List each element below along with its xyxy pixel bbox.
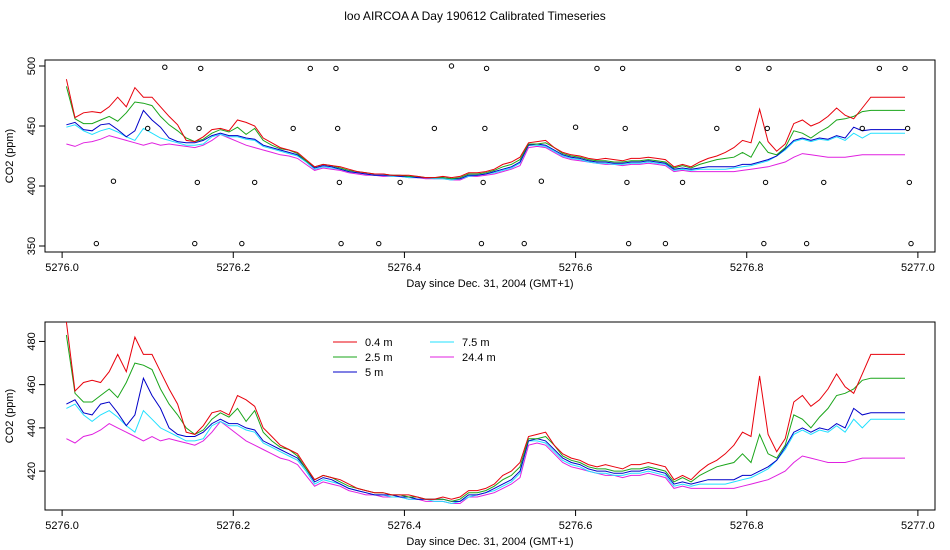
calibration-marker <box>93 240 100 247</box>
calibration-marker <box>762 179 769 186</box>
plot-frame <box>44 321 936 511</box>
y-tick-label: 420 <box>26 462 38 480</box>
calibration-marker <box>902 65 908 72</box>
series-line-5m <box>66 376 905 502</box>
calibration-marker <box>144 125 151 132</box>
y-tick-label: 450 <box>26 117 38 135</box>
calibration-marker <box>821 179 827 186</box>
calibration-marker <box>307 65 313 72</box>
series-line-25m <box>65 334 905 502</box>
calibration-marker <box>764 125 770 132</box>
calibration-marker <box>906 179 913 186</box>
calibration-marker <box>239 240 245 247</box>
series-line-25m <box>65 86 905 180</box>
calibration-marker <box>538 178 545 184</box>
x-tick-label: 5276.6 <box>559 520 593 532</box>
calibration-marker <box>290 125 296 132</box>
chart-panel-bottom: 5276.0 5276.2 5276.4 5276.6 5276.8 5277.0 420 4… <box>4 321 936 548</box>
y-tick-label: 460 <box>26 375 38 393</box>
x-tick-label: 5276.0 <box>45 520 79 532</box>
legend-label: 5 m <box>365 367 383 379</box>
plot-area <box>65 79 905 181</box>
calibration-marker <box>625 240 632 247</box>
calibration-marker <box>482 125 488 132</box>
plot-frame <box>44 59 936 253</box>
legend-label: 7.5 m <box>462 337 490 349</box>
calibration-marker <box>714 125 720 132</box>
y-tick-label: 500 <box>26 57 38 75</box>
calibration-marker <box>594 65 600 72</box>
calibration-marker <box>859 125 865 132</box>
series-line-244m <box>66 133 905 181</box>
calibration-marker <box>803 240 810 247</box>
calibration-marker <box>521 240 527 247</box>
calibration-marker <box>251 179 258 186</box>
chart-panel-top: 5276.0 5276.2 5276.4 5276.6 5276.8 5277.0 350 4… <box>4 57 936 290</box>
x-tick-label: 5276.8 <box>730 520 764 532</box>
calibration-marker <box>431 125 438 132</box>
y-tick-label: 480 <box>26 332 38 350</box>
calibration-marker <box>619 65 626 72</box>
x-tick-label: 5276.4 <box>388 262 422 274</box>
x-tick-label: 5276.0 <box>45 262 79 274</box>
series-line-244m <box>66 420 905 504</box>
x-tick-label: 5276.4 <box>388 520 422 532</box>
calibration-marker <box>483 65 490 72</box>
calibration-marker <box>397 179 403 186</box>
calibration-marker <box>334 125 341 132</box>
x-tick-label: 5276.6 <box>559 262 593 274</box>
x-axis-label: Day since Dec. 31, 2004 (GMT+1) <box>406 536 573 548</box>
calibration-marker <box>110 178 117 184</box>
calibration-marker <box>662 240 669 247</box>
y-axis-label: CO2 (ppm) <box>4 129 16 183</box>
calibration-marker <box>735 65 741 72</box>
calibration-marker <box>448 63 455 69</box>
calibration-marker <box>908 240 914 247</box>
calibration-marker <box>761 240 767 247</box>
calibration-marker <box>162 64 168 70</box>
x-axis-label: Day since Dec. 31, 2004 (GMT+1) <box>406 278 573 290</box>
y-axis-label: CO2 (ppm) <box>4 389 16 443</box>
x-tick-label: 5276.8 <box>730 262 764 274</box>
figure-title: loo AIRCOA A Day 190612 Calibrated Times… <box>344 9 606 23</box>
calibration-marker <box>876 65 883 72</box>
calibration-marker <box>196 125 202 132</box>
x-tick-label: 5277.0 <box>901 262 935 274</box>
series-line-5m <box>66 109 905 180</box>
x-tick-label: 5276.2 <box>216 262 250 274</box>
calibration-marker <box>333 65 339 72</box>
legend-label: 24.4 m <box>462 352 496 364</box>
calibration-marker <box>766 65 772 72</box>
series-line-04m <box>65 322 905 500</box>
x-tick-label: 5277.0 <box>901 520 935 532</box>
y-tick-label: 400 <box>26 177 38 195</box>
legend-label: 2.5 m <box>365 352 393 364</box>
calibration-marker <box>338 240 344 247</box>
calibration-marker <box>572 124 579 130</box>
series-line-04m <box>65 79 905 179</box>
calibration-marker <box>622 125 628 132</box>
calibration-marker <box>194 179 201 186</box>
legend-label: 0.4 m <box>365 337 393 349</box>
legend: 0.4 m 2.5 m 5 m 7.5 m 24.4 m <box>333 337 496 379</box>
calibration-marker <box>478 240 485 247</box>
calibration-marker <box>624 179 630 186</box>
calibration-marker <box>198 65 204 72</box>
calibration-marker <box>336 179 343 186</box>
calibration-marker <box>480 179 486 186</box>
calibration-marker <box>192 240 198 247</box>
calibration-marker <box>904 125 911 132</box>
y-tick-label: 350 <box>26 237 38 255</box>
calibration-marker <box>376 240 382 247</box>
y-tick-label: 440 <box>26 419 38 437</box>
x-tick-label: 5276.2 <box>216 520 250 532</box>
calibration-marker <box>679 179 686 186</box>
plot-area <box>65 322 905 505</box>
